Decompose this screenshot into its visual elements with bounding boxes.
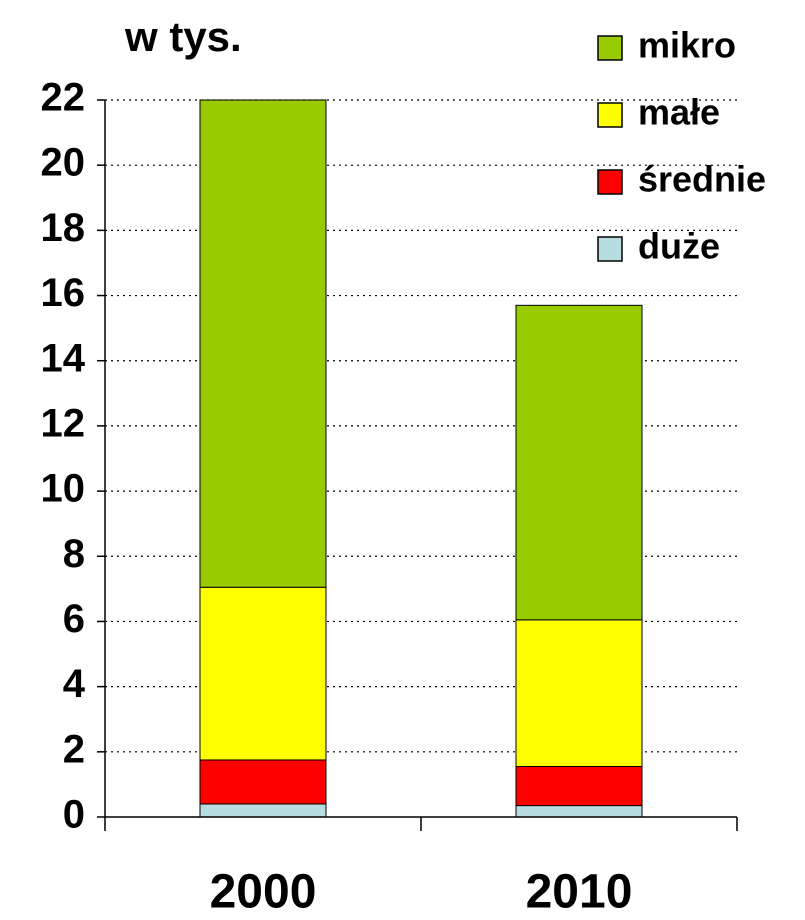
legend-label: małe	[638, 92, 720, 133]
bar-segment	[515, 805, 643, 818]
y-tick-label: 16	[41, 271, 86, 315]
y-tick-label: 10	[41, 467, 86, 511]
chart-title: w tys.	[124, 13, 242, 60]
bar-segment	[199, 99, 327, 588]
legend-swatch	[597, 35, 623, 61]
legend-swatch	[597, 236, 623, 262]
legend-swatch	[597, 169, 623, 195]
y-tick-label: 18	[41, 206, 86, 250]
bar-segment	[515, 304, 643, 621]
legend-label: średnie	[638, 159, 766, 200]
bar-segment	[199, 586, 327, 761]
y-tick-label: 12	[41, 401, 86, 445]
x-tick-label: 2010	[526, 866, 633, 919]
x-tick-label: 2000	[210, 866, 317, 919]
y-tick-label: 0	[63, 793, 85, 837]
y-tick-label: 2	[63, 727, 85, 771]
bar-segment	[515, 765, 643, 807]
legend-swatch	[597, 102, 623, 128]
bar-segment	[515, 619, 643, 767]
legend-label: mikro	[638, 25, 736, 66]
y-tick-label: 8	[63, 532, 85, 576]
legend-label: duże	[638, 226, 720, 267]
y-tick-label: 6	[63, 597, 85, 641]
y-tick-label: 4	[63, 662, 86, 706]
y-tick-label: 22	[41, 76, 86, 120]
y-tick-label: 14	[41, 336, 86, 380]
y-tick-label: 20	[41, 141, 86, 185]
bar-segment	[199, 759, 327, 805]
bar-segment	[199, 803, 327, 818]
